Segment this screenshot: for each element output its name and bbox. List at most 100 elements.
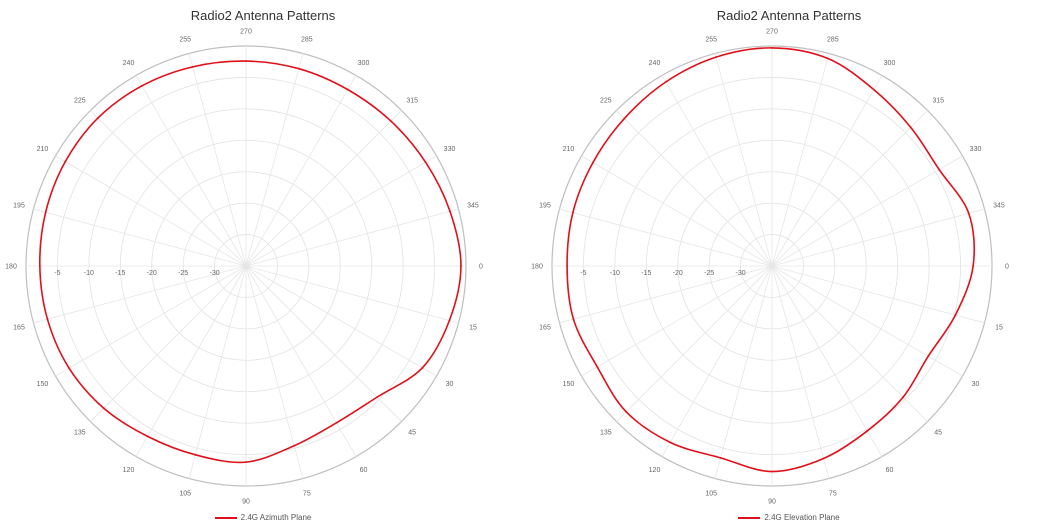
- grid-spoke: [661, 265, 773, 457]
- angle-tick-label: 240: [649, 60, 661, 67]
- angle-tick-label: 30: [972, 381, 980, 388]
- grid-spoke: [771, 155, 963, 267]
- grid-spoke: [771, 265, 830, 479]
- angle-tick-label: 300: [884, 60, 896, 67]
- grid-spoke: [771, 53, 830, 267]
- radial-tick-label: -25: [704, 270, 714, 277]
- grid-spoke: [661, 75, 773, 267]
- data-point: [909, 126, 912, 129]
- angle-tick-label: 135: [600, 430, 612, 437]
- angle-tick-label: 90: [242, 499, 250, 506]
- data-point: [146, 435, 149, 438]
- angle-tick-label: 225: [74, 97, 86, 104]
- angle-tick-label: 270: [766, 29, 778, 36]
- data-point: [335, 421, 338, 424]
- angle-tick-label: 60: [360, 467, 368, 474]
- angle-tick-label: 30: [446, 381, 454, 388]
- grid-spoke: [245, 265, 357, 457]
- grid-spoke: [771, 265, 928, 422]
- data-point: [38, 265, 41, 267]
- legend: 2.4G Elevation Plane: [526, 513, 1052, 522]
- radial-tick-label: -15: [641, 270, 651, 277]
- data-point: [771, 46, 773, 49]
- data-point: [297, 67, 300, 70]
- data-point: [866, 430, 869, 432]
- angle-tick-label: 135: [74, 430, 86, 437]
- angle-tick-label: 195: [539, 203, 551, 210]
- grid-spoke: [245, 265, 459, 324]
- data-point: [954, 314, 957, 317]
- angle-tick-label: 330: [444, 146, 456, 153]
- angle-tick-label: 150: [37, 381, 49, 388]
- data-point: [245, 60, 247, 62]
- angle-tick-label: 270: [240, 29, 252, 36]
- angle-tick-label: 225: [600, 97, 612, 104]
- grid-spoke: [771, 265, 883, 457]
- data-point: [194, 453, 197, 456]
- grid-spoke: [771, 265, 963, 377]
- chart-title: Radio2 Antenna Patterns: [716, 8, 862, 23]
- grid-spoke: [135, 265, 247, 457]
- data-point: [389, 120, 392, 123]
- angle-tick-label: 0: [479, 264, 483, 271]
- angle-tick-label: 45: [408, 430, 416, 437]
- grid-spoke: [559, 208, 773, 267]
- angle-tick-label: 285: [301, 37, 313, 44]
- angle-tick-label: 75: [829, 490, 837, 497]
- data-point: [715, 56, 717, 59]
- angle-tick-label: 15: [995, 324, 1003, 331]
- elevation-chart-panel: Radio2 Antenna Patterns 270 285 300 315 330 3…: [526, 0, 1052, 531]
- data-point: [424, 161, 427, 164]
- grid-spoke: [581, 155, 773, 267]
- angle-tick-label: 240: [123, 60, 135, 67]
- angle-tick-label: 180: [5, 264, 17, 271]
- angle-tick-label: 60: [886, 467, 894, 474]
- grid-spoke: [245, 265, 437, 377]
- data-point: [448, 319, 451, 322]
- data-point: [346, 88, 349, 91]
- data-point: [449, 210, 451, 213]
- angle-tick-label: 90: [768, 499, 776, 506]
- azimuth-chart-panel: Radio2 Antenna Patterns 270 285 300 315 330 3…: [5, 8, 483, 522]
- data-point: [625, 410, 628, 413]
- angle-tick-label: 315: [406, 97, 418, 104]
- grid-spoke: [245, 265, 304, 479]
- data-point: [572, 318, 575, 321]
- grid-spoke: [135, 75, 247, 267]
- grid-spoke: [714, 265, 773, 479]
- angle-tick-label: 120: [123, 467, 135, 474]
- grid-spoke: [616, 265, 773, 422]
- data-point: [68, 367, 70, 370]
- angle-tick-label: 150: [563, 381, 575, 388]
- data-point: [421, 366, 424, 369]
- azimuth-polar-chart: 270 285 300 315 330 345 0 15 30 45 60 75 90 105 120 135…: [5, 29, 483, 506]
- radial-tick-label: -30: [210, 270, 220, 277]
- angle-tick-label: 165: [13, 324, 25, 331]
- data-point: [460, 265, 462, 267]
- angle-tick-label: 45: [934, 430, 942, 437]
- angle-tick-label: 210: [563, 146, 575, 153]
- angle-tick-label: 15: [469, 324, 477, 331]
- radial-tick-label: -20: [673, 270, 683, 277]
- grid-spoke: [771, 265, 985, 324]
- data-point: [245, 461, 247, 464]
- grid-spoke: [616, 110, 773, 267]
- data-point: [293, 444, 296, 447]
- angle-tick-label: 195: [13, 203, 25, 210]
- legend-swatch: [738, 516, 761, 519]
- data-point: [664, 81, 667, 83]
- data-point: [623, 117, 626, 120]
- angle-tick-label: 0: [1005, 264, 1009, 271]
- angle-tick-label: 120: [649, 467, 661, 474]
- radial-tick-label: -10: [84, 270, 94, 277]
- data-point: [592, 161, 594, 164]
- data-point: [826, 57, 829, 60]
- grid-spoke: [55, 155, 247, 267]
- data-point: [97, 117, 99, 119]
- data-point: [141, 84, 143, 87]
- data-point: [566, 265, 568, 267]
- data-point: [902, 396, 905, 399]
- grid-spoke: [771, 208, 985, 267]
- radial-tick-label: -25: [178, 270, 188, 277]
- angle-tick-label: 315: [932, 97, 944, 104]
